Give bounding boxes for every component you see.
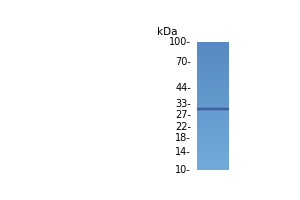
Text: 44-: 44- (175, 83, 191, 93)
Text: 14-: 14- (175, 147, 191, 157)
Text: kDa: kDa (157, 27, 177, 37)
Text: 70-: 70- (175, 57, 191, 67)
Text: 10-: 10- (175, 165, 191, 175)
Text: 100-: 100- (169, 37, 191, 47)
Text: 18-: 18- (175, 133, 191, 143)
Text: 22-: 22- (175, 122, 191, 132)
Text: 33-: 33- (175, 99, 191, 109)
Text: 27-: 27- (175, 110, 191, 120)
